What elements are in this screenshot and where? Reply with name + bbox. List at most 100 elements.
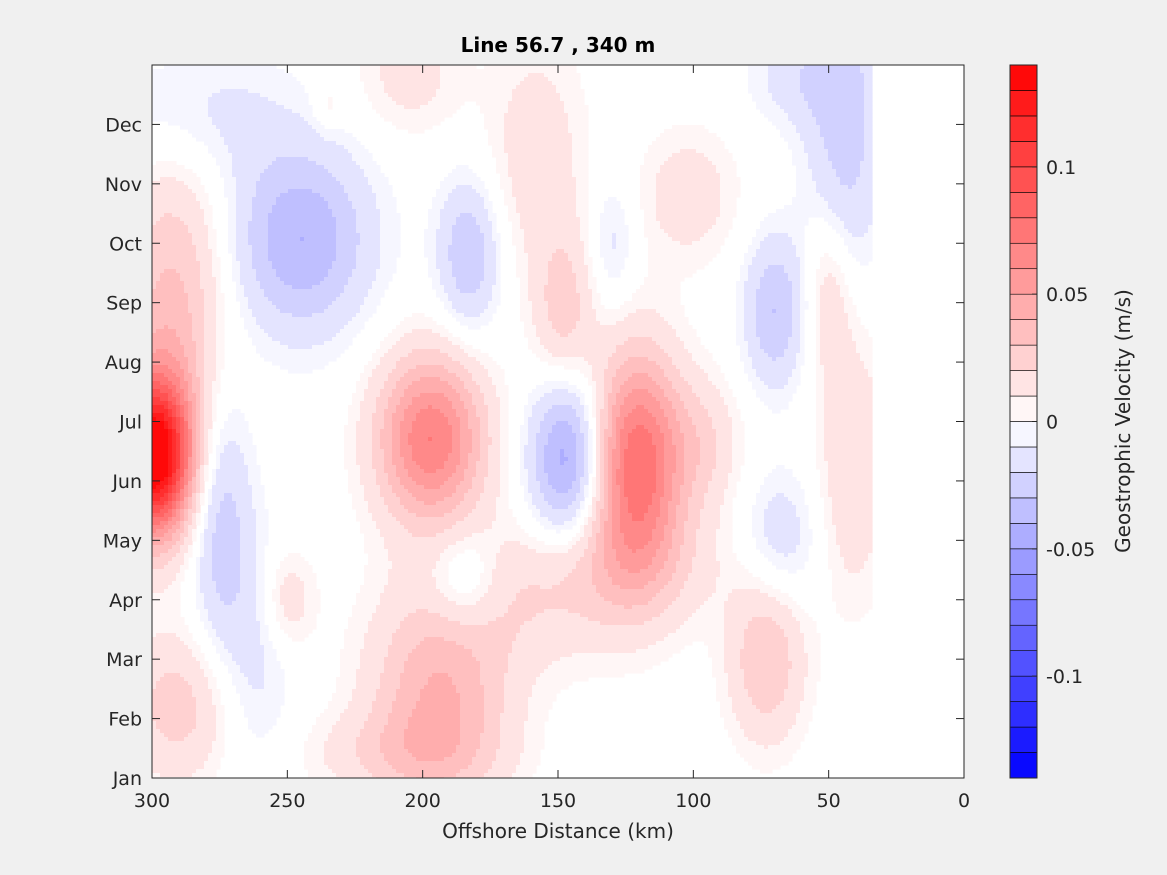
contour-band: [592, 297, 601, 302]
contour-band: [740, 661, 793, 666]
contour-band: [152, 177, 161, 182]
contour-band: [692, 489, 709, 494]
contour-band: [536, 333, 561, 338]
contour-band: [716, 533, 733, 538]
contour-band: [252, 205, 273, 210]
contour-band: [200, 465, 205, 470]
contour-band: [496, 565, 577, 570]
contour-band: [744, 669, 789, 674]
contour-band: [528, 701, 553, 706]
contour-band: [448, 309, 457, 314]
contour-band: [692, 389, 721, 394]
contour-band: [720, 181, 741, 186]
contour-band: [256, 541, 269, 546]
contour-band: [240, 449, 257, 454]
contour-band: [528, 505, 537, 510]
contour-band: [384, 381, 397, 386]
contour-band: [828, 157, 865, 162]
contour-band: [632, 389, 649, 394]
contour-band: [732, 441, 745, 446]
contour-band: [616, 477, 625, 482]
contour-band: [180, 377, 185, 382]
contour-band: [320, 281, 349, 286]
contour-band: [616, 345, 661, 350]
contour-band: [600, 457, 605, 462]
contour-band: [656, 213, 721, 218]
contour-band: [152, 589, 165, 594]
contour-band: [792, 325, 801, 330]
contour-band: [604, 537, 613, 542]
contour-band: [588, 541, 597, 546]
contour-band: [584, 485, 589, 490]
contour-band: [552, 257, 569, 262]
contour-band: [488, 445, 501, 450]
contour-band: [616, 393, 629, 398]
contour-band: [328, 765, 365, 770]
contour-band: [192, 377, 201, 382]
contour-band: [280, 277, 325, 282]
contour-band: [456, 469, 465, 474]
contour-band: [380, 361, 397, 366]
contour-band: [404, 465, 421, 470]
contour-band: [616, 421, 625, 426]
contour-band: [608, 473, 613, 478]
contour-band: [592, 405, 597, 410]
contour-band: [176, 477, 181, 482]
contour-band: [240, 581, 257, 586]
contour-band: [540, 521, 553, 526]
contour-band: [780, 133, 801, 138]
contour-band: [152, 473, 169, 478]
contour-band: [620, 449, 625, 454]
contour-band: [500, 445, 509, 450]
contour-band: [512, 237, 525, 242]
contour-band: [592, 481, 597, 486]
contour-band: [228, 417, 245, 422]
contour-band: [208, 753, 225, 758]
contour-band: [620, 389, 633, 394]
contour-band: [368, 97, 393, 102]
contour-band: [772, 617, 797, 622]
contour-band: [620, 445, 629, 450]
contour-band: [448, 193, 481, 198]
contour-band: [384, 501, 401, 506]
contour-band: [452, 269, 485, 274]
contour-band: [460, 461, 469, 466]
contour-band: [628, 377, 653, 382]
contour-band: [840, 181, 857, 186]
contour-band: [172, 437, 177, 442]
contour-band: [336, 773, 373, 778]
contour-band: [484, 693, 505, 698]
contour-band: [816, 341, 821, 346]
contour-band: [616, 349, 665, 354]
contour-band: [648, 505, 661, 510]
contour-band: [544, 345, 617, 350]
contour-band: [152, 629, 189, 634]
contour-band: [480, 733, 501, 738]
contour-band: [508, 105, 565, 110]
contour-band: [472, 653, 509, 658]
contour-band: [400, 677, 429, 682]
contour-band: [680, 485, 693, 490]
contour-band: [788, 553, 809, 558]
contour-band: [792, 241, 805, 246]
contour-band: [584, 413, 589, 418]
contour-band: [212, 577, 241, 582]
contour-band: [784, 109, 813, 114]
contour-band: [656, 193, 721, 198]
contour-band: [220, 501, 237, 506]
contour-band: [528, 437, 537, 442]
contour-band: [192, 445, 197, 450]
contour-band: [184, 561, 189, 566]
contour-band: [512, 97, 561, 102]
contour-band: [404, 413, 417, 418]
contour-band: [152, 577, 177, 582]
contour-band: [428, 273, 441, 278]
contour-band: [656, 461, 665, 466]
contour-band: [344, 185, 373, 190]
contour-band: [792, 121, 817, 126]
contour-band: [196, 705, 217, 710]
contour-band: [712, 469, 733, 474]
contour-band: [528, 429, 541, 434]
contour-band: [568, 125, 589, 130]
contour-band: [820, 129, 865, 134]
